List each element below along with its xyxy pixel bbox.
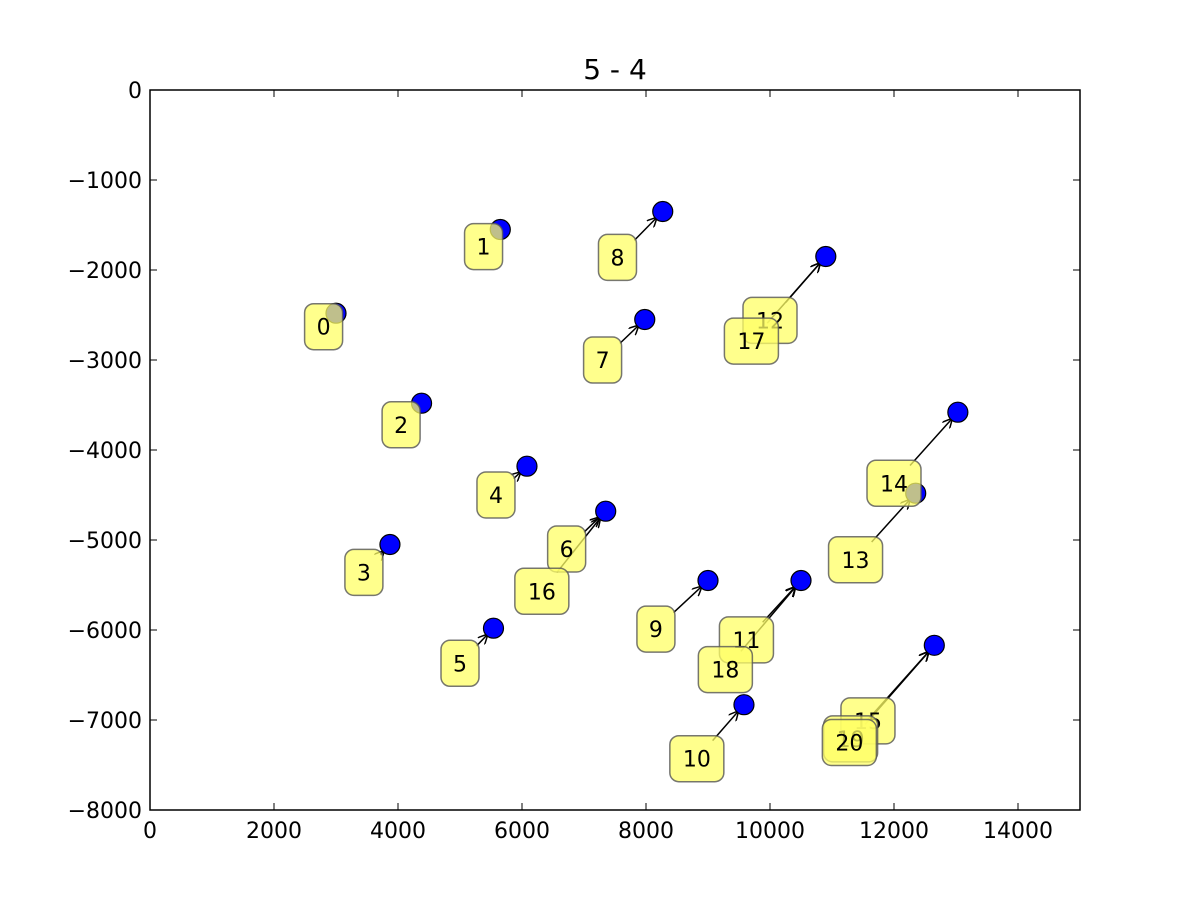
point-label-16: 16 <box>514 567 570 616</box>
label-box <box>463 222 504 271</box>
data-point <box>790 569 812 592</box>
label-box <box>669 734 725 783</box>
x-axis: 0 2000 4000 6000 8000 10000 12000 14000 <box>143 90 1053 844</box>
label-text: 16 <box>528 580 556 605</box>
x-tick-label: 2000 <box>246 819 302 844</box>
label-text: 18 <box>711 659 739 684</box>
x-tick-label: 8000 <box>618 819 674 844</box>
point-label-0: 0 <box>303 302 344 351</box>
point-label-18: 18 <box>697 645 754 694</box>
y-tick-label: −6000 <box>68 619 142 644</box>
label-box <box>597 233 638 282</box>
y-tick-label: −2000 <box>68 259 142 284</box>
label-text: 14 <box>880 472 908 497</box>
point-label-7: 7 <box>582 336 623 384</box>
y-axis: 0 −1000 −2000 −3000 −4000 −5000 −6000 −7000 −800… <box>68 79 1080 824</box>
x-tick-label: 0 <box>143 819 157 844</box>
label-text: 3 <box>357 561 371 586</box>
label-text: 17 <box>737 330 765 355</box>
point-label-9: 9 <box>636 605 676 653</box>
point-label-2: 2 <box>381 401 421 449</box>
label-text: 4 <box>489 484 503 509</box>
label-text: 9 <box>649 618 663 643</box>
y-tick-label: −4000 <box>68 439 142 464</box>
label-box <box>582 336 623 384</box>
label-box <box>636 605 676 653</box>
label-boxes-layer: 01234567891011121314151617181920 <box>303 222 922 783</box>
label-box <box>514 567 570 616</box>
label-text: 2 <box>394 414 408 439</box>
plot-frame <box>149 89 1081 811</box>
label-text: 13 <box>842 549 870 574</box>
point-label-4: 4 <box>476 471 516 519</box>
annotation-arrow <box>619 326 638 344</box>
label-box <box>697 645 754 694</box>
point-label-20: 20 <box>821 718 878 767</box>
annotation-arrow <box>672 587 701 614</box>
point-label-5: 5 <box>440 639 480 688</box>
data-point <box>923 634 945 656</box>
data-point <box>652 200 674 223</box>
point-label-14: 14 <box>866 459 922 508</box>
point-label-13: 13 <box>827 536 884 584</box>
data-point <box>697 569 719 592</box>
annotation-arrow <box>633 218 656 241</box>
annotation-arrow <box>476 635 488 647</box>
data-point <box>516 455 538 477</box>
data-point <box>595 500 617 522</box>
data-point <box>815 245 837 268</box>
point-label-8: 8 <box>597 233 638 282</box>
point-label-1: 1 <box>463 222 504 271</box>
x-tick-label: 12000 <box>859 819 929 844</box>
label-text: 5 <box>453 652 467 677</box>
data-point <box>379 533 401 556</box>
data-point <box>947 401 969 423</box>
label-box <box>827 536 884 584</box>
points-layer <box>325 200 969 716</box>
y-tick-label: −7000 <box>68 709 142 734</box>
annotation-arrow <box>909 419 952 466</box>
y-tick-label: −3000 <box>68 349 142 374</box>
label-box <box>866 459 922 508</box>
label-text: 8 <box>610 246 624 271</box>
label-box <box>476 471 516 519</box>
label-text: 6 <box>560 538 574 563</box>
y-tick-label: −8000 <box>68 799 142 824</box>
label-box <box>381 401 421 449</box>
point-label-6: 6 <box>546 525 587 573</box>
label-text: 10 <box>683 748 711 773</box>
data-point <box>733 694 755 716</box>
x-tick-label: 14000 <box>983 819 1053 844</box>
x-tick-label: 6000 <box>494 819 550 844</box>
label-text: 0 <box>317 316 331 341</box>
y-tick-label: −1000 <box>68 169 142 194</box>
data-point <box>634 308 656 331</box>
point-label-17: 17 <box>723 317 780 365</box>
label-box <box>344 548 384 597</box>
label-box <box>821 718 878 767</box>
chart-title: 5 - 4 <box>583 53 647 86</box>
data-point <box>482 617 505 639</box>
label-box <box>440 639 480 688</box>
x-tick-label: 10000 <box>735 819 805 844</box>
label-text: 20 <box>835 732 863 757</box>
label-box <box>723 317 780 365</box>
point-label-3: 3 <box>344 548 384 597</box>
label-text: 7 <box>596 349 610 374</box>
label-text: 1 <box>477 236 491 261</box>
label-box <box>303 302 344 351</box>
y-tick-label: −5000 <box>68 529 142 554</box>
y-tick-label: 0 <box>128 79 142 104</box>
x-tick-label: 4000 <box>370 819 426 844</box>
point-label-10: 10 <box>669 734 725 783</box>
